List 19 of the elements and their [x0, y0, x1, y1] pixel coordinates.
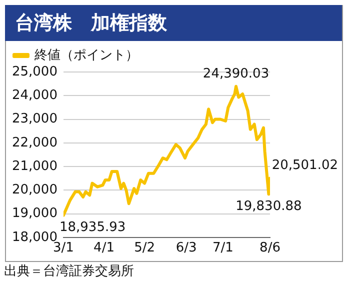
y-tick-label: 22,000	[12, 135, 58, 150]
x-tick-label: 4/1	[94, 240, 114, 256]
y-tick-label: 19,000	[12, 206, 58, 222]
y-tick-label: 23,000	[12, 112, 58, 127]
x-tick-label: 6/3	[176, 240, 197, 256]
x-tick-label: 7/1	[212, 240, 234, 256]
y-tick-label: 21,000	[12, 158, 58, 174]
source-note: 出典＝台湾証券交易所	[4, 263, 134, 280]
legend-label: 終値（ポイント）	[34, 48, 138, 63]
y-tick-label: 25,000	[12, 64, 58, 80]
annotation: 20,501.02	[272, 158, 338, 174]
x-tick-label: 5/2	[134, 240, 155, 256]
annotation: 24,390.03	[202, 66, 270, 82]
y-tick-label: 20,000	[12, 182, 58, 198]
annotation: 18,935.93	[59, 220, 126, 236]
annotation: 19,830.88	[236, 199, 302, 214]
y-tick-label: 24,000	[12, 88, 58, 104]
chart-title: 台湾株 加権指数	[5, 5, 342, 41]
x-tick-label: 8/6	[260, 240, 280, 256]
